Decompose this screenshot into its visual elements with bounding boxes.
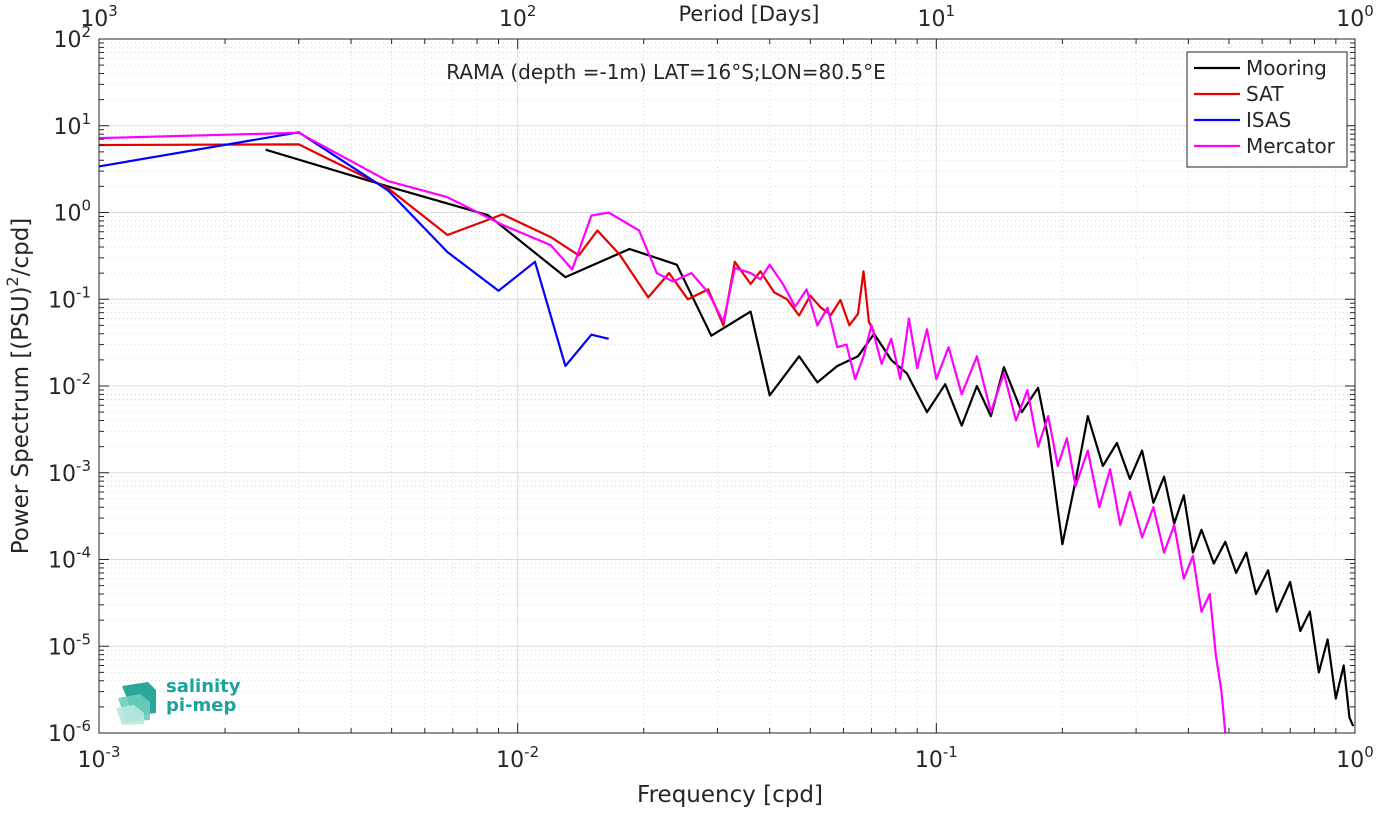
- y-label-superscript: 2: [3, 276, 22, 286]
- top-tick-label: 101: [918, 2, 956, 32]
- y-tick-label: 10-1: [48, 283, 91, 313]
- top-axis-label: Period [Days]: [679, 2, 820, 26]
- tick-base: 10: [48, 635, 76, 660]
- x-tick-labels: 10-3 10-2 10-1 100: [78, 743, 1374, 773]
- tick-exponent: 1: [946, 2, 956, 20]
- tick-base: 10: [496, 748, 524, 773]
- tick-exponent: 2: [81, 23, 91, 41]
- tick-exponent: 1: [81, 110, 91, 128]
- x-tick-label: 10-1: [915, 743, 958, 773]
- tick-base: 10: [53, 202, 81, 227]
- x-tick-label: 10-2: [496, 743, 539, 773]
- tick-exponent: -3: [76, 457, 91, 475]
- series-line-mercator: [98, 131, 1227, 734]
- legend-label-sat: SAT: [1246, 82, 1284, 106]
- tick-base: 10: [48, 549, 76, 574]
- series-line-isas: [98, 131, 609, 368]
- tick-exponent: 0: [81, 197, 91, 215]
- logo-text-line2: pi-mep: [166, 695, 236, 716]
- tick-base: 10: [53, 115, 81, 140]
- tick-exponent: 0: [1364, 743, 1374, 761]
- tick-exponent: -1: [943, 743, 958, 761]
- y-tick-label: 10-4: [48, 544, 91, 574]
- tick-base: 10: [78, 748, 106, 773]
- chart-title: RAMA (depth =-1m) LAT=16°S;LON=80.5°E: [446, 60, 885, 84]
- y-tick-label: 10-5: [48, 630, 91, 660]
- y-axis-label: Power Spectrum [(PSU)2/cpd]: [3, 218, 34, 555]
- top-tick-labels: 103 102 101 100: [80, 2, 1374, 32]
- series-layer: [98, 131, 1355, 734]
- tick-base: 10: [48, 722, 76, 747]
- legend-label-mercator: Mercator: [1246, 134, 1336, 158]
- y-tick-label: 10-6: [48, 717, 91, 747]
- series-line-sat: [98, 143, 876, 333]
- tick-exponent: 2: [527, 2, 537, 20]
- y-tick-label: 101: [53, 110, 91, 140]
- tick-base: 10: [80, 7, 108, 32]
- tick-exponent: 0: [1364, 2, 1374, 20]
- x-axis-label: Frequency [cpd]: [637, 782, 823, 808]
- tick-base: 10: [48, 375, 76, 400]
- y-tick-label: 100: [53, 197, 91, 227]
- tick-base: 10: [499, 7, 527, 32]
- top-tick-label: 100: [1336, 2, 1374, 32]
- series-line-mooring: [265, 148, 1355, 727]
- legend-box: [1186, 51, 1348, 168]
- y-label-part: Power Spectrum [(PSU): [8, 286, 34, 554]
- y-tick-label: 10-2: [48, 370, 91, 400]
- tick-exponent: -4: [76, 544, 91, 562]
- tick-base: 10: [53, 28, 81, 53]
- tick-base: 10: [48, 462, 76, 487]
- tick-base: 10: [915, 748, 943, 773]
- legend-label-isas: ISAS: [1246, 108, 1291, 132]
- tick-base: 10: [1336, 748, 1364, 773]
- tick-base: 10: [1336, 7, 1364, 32]
- top-tick-label: 103: [80, 2, 118, 32]
- y-tick-label: 10-3: [48, 457, 91, 487]
- tick-exponent: -2: [76, 370, 91, 388]
- legend-label-mooring: Mooring: [1246, 56, 1327, 80]
- y-label-part: /cpd]: [8, 218, 34, 277]
- tick-base: 10: [918, 7, 946, 32]
- logo-text-line1: salinity: [166, 676, 241, 697]
- tick-exponent: -2: [524, 743, 539, 761]
- y-tick-label: 102: [53, 23, 91, 53]
- tick-exponent: 3: [108, 2, 118, 20]
- salinity-pimep-logo: salinity pi-mep: [116, 676, 241, 725]
- tick-base: 10: [48, 288, 76, 313]
- x-tick-label: 10-3: [78, 743, 121, 773]
- x-tick-label: 100: [1336, 743, 1374, 773]
- top-tick-label: 102: [499, 2, 537, 32]
- tick-exponent: -5: [76, 630, 91, 648]
- logo-layer-3: [116, 705, 144, 725]
- tick-exponent: -3: [106, 743, 121, 761]
- tick-exponent: -1: [76, 283, 91, 301]
- tick-exponent: -6: [76, 717, 91, 735]
